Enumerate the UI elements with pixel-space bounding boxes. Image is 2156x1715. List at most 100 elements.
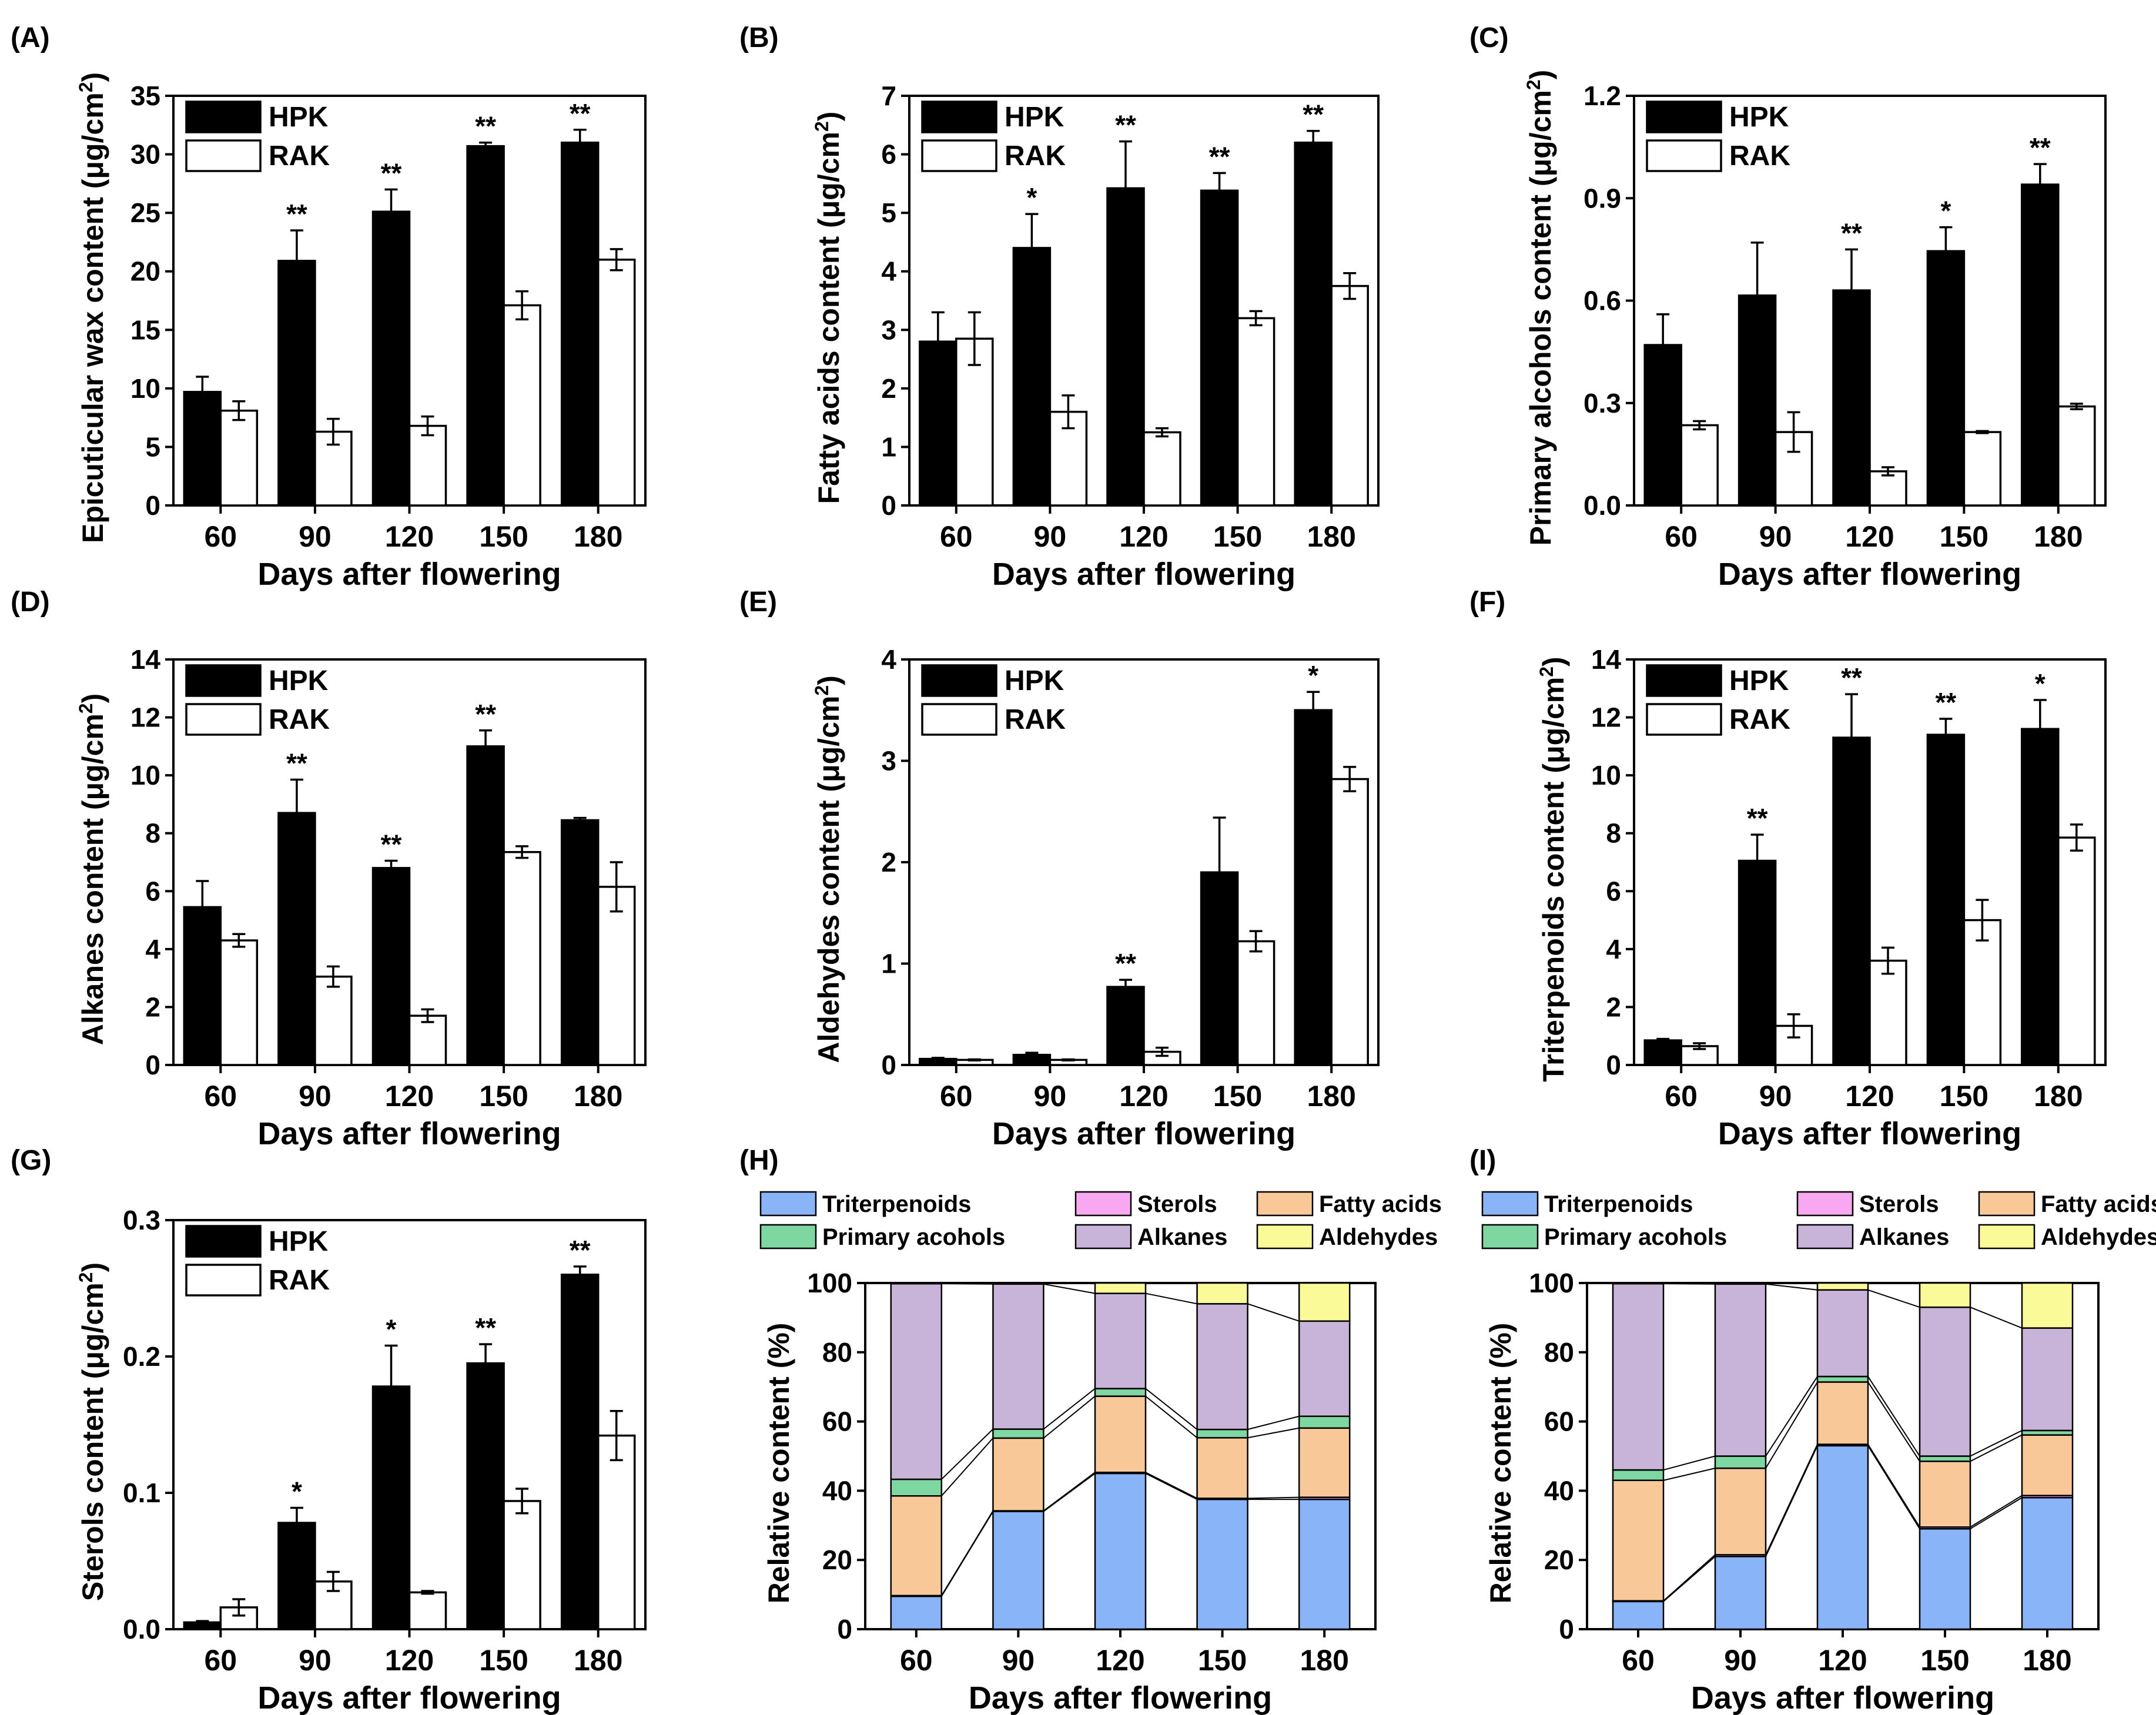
- hpk-bar: [560, 141, 600, 507]
- connector-line: [1970, 1434, 2023, 1462]
- y-tick-label: 4: [881, 256, 896, 287]
- hpk-bar: [371, 867, 411, 1066]
- legend-swatch-fatty-acids: [1256, 1191, 1314, 1217]
- x-tick-label: 60: [1665, 1080, 1698, 1113]
- stack-segment-fatty-acids: [890, 1495, 943, 1597]
- stack-segment-alkanes: [1094, 1292, 1147, 1389]
- rak-bar: [597, 1434, 636, 1630]
- significance-mark: *: [1026, 182, 1037, 213]
- legend-label: HPK: [1005, 665, 1064, 696]
- legend-swatch-rak: [1646, 139, 1722, 172]
- y-tick-label: 0: [837, 1614, 852, 1644]
- rak-bar: [597, 886, 636, 1066]
- hpk-bar: [2021, 728, 2060, 1066]
- hpk-bar: [1200, 871, 1239, 1066]
- stack-segment-triterpenoids: [2021, 1496, 2074, 1630]
- legend-label: Primary acohols: [1544, 1224, 1727, 1250]
- panel-label: (B): [739, 22, 779, 53]
- stack-segment-aldehydes: [2021, 1282, 2074, 1329]
- hpk-bar: [371, 210, 411, 507]
- significance-mark: *: [1308, 660, 1318, 691]
- legend-swatch-fatty-acids: [1978, 1191, 2036, 1217]
- y-tick-label: 0: [145, 1050, 160, 1080]
- legend-swatch-triterpenoids: [759, 1191, 817, 1217]
- x-axis-label: Days after flowering: [1718, 557, 2021, 592]
- stack-segment-aldehydes: [1714, 1282, 1767, 1285]
- rak-bar: [2057, 836, 2096, 1066]
- x-tick-label: 90: [1002, 1644, 1035, 1677]
- legend-swatch-rak: [185, 703, 262, 736]
- stack-segment-alkanes: [1919, 1306, 1971, 1457]
- connector-line: [941, 1428, 994, 1480]
- x-tick-label: 180: [574, 520, 622, 553]
- legend-label: RAK: [1729, 704, 1790, 735]
- stack-segment-triterpenoids: [1612, 1600, 1665, 1630]
- y-tick-label: 6: [1606, 876, 1621, 906]
- y-tick-label: 0.1: [123, 1478, 160, 1508]
- x-tick-label: 150: [1213, 1080, 1262, 1113]
- y-axis-label: Triterpenoids content (μg/cm2): [1536, 656, 1570, 1081]
- connector-line: [1247, 1427, 1300, 1439]
- y-tick-label: 1.2: [1583, 81, 1621, 111]
- rak-bar: [503, 304, 541, 507]
- stack-segment-alkanes: [890, 1282, 943, 1480]
- connector-line: [1867, 1443, 1920, 1528]
- connector-line: [1145, 1472, 1198, 1499]
- legend-swatch-hpk: [1646, 664, 1722, 697]
- hpk-bar: [183, 1621, 222, 1630]
- y-tick-label: 5: [881, 197, 896, 228]
- connector-line: [1043, 1395, 1096, 1439]
- y-tick-label: 80: [1544, 1337, 1574, 1368]
- connector-line: [1765, 1445, 1818, 1557]
- rak-bar: [1963, 919, 2002, 1066]
- panel-e: (E) 0 1 2 3 4 60 90 120 150 180 Days after flowerin…: [739, 587, 1380, 1151]
- significance-mark: **: [286, 199, 307, 229]
- hpk-bar: [1737, 294, 1777, 507]
- hpk-bar: [277, 812, 316, 1066]
- hpk-bar: [1643, 344, 1682, 507]
- connector-line: [941, 1438, 994, 1496]
- connector-line: [1247, 1303, 1300, 1322]
- panel-label: (E): [739, 587, 777, 618]
- significance-mark: **: [1209, 141, 1230, 172]
- hpk-bar: [1294, 709, 1333, 1066]
- y-tick-label: 2: [881, 373, 896, 404]
- hpk-bar: [277, 1522, 316, 1630]
- stack-segment-fatty-acids: [2021, 1434, 2074, 1496]
- hpk-bar: [466, 145, 505, 507]
- legend-swatch-hpk: [185, 664, 262, 697]
- y-tick-label: 6: [881, 139, 896, 170]
- connector-line: [1765, 1283, 1818, 1291]
- connector-line: [1867, 1289, 1920, 1308]
- significance-mark: **: [1935, 687, 1956, 718]
- connector-line: [1970, 1495, 2023, 1528]
- x-tick-label: 150: [479, 1644, 528, 1677]
- y-axis-label: Aldehydes content (μg/cm2): [811, 675, 845, 1063]
- rak-bar: [408, 1014, 447, 1066]
- y-tick-label: 0.0: [1583, 490, 1621, 521]
- legend-swatch-alkanes: [1074, 1224, 1132, 1250]
- stack-segment-primary-acohols: [1816, 1375, 1869, 1383]
- legend-label: RAK: [269, 1265, 330, 1296]
- hpk-bar: [919, 1057, 958, 1066]
- rak-bar: [408, 1591, 447, 1630]
- x-tick-label: 90: [1759, 1080, 1792, 1113]
- legend-swatch-hpk: [921, 101, 997, 133]
- panel-g: (G) 0.0 0.1 0.2 0.3 60 90 120 150 180 Days after f…: [11, 1145, 647, 1715]
- legend-label: RAK: [1005, 704, 1066, 735]
- legend-label: Sterols: [1137, 1191, 1217, 1217]
- connector-line: [1043, 1388, 1096, 1430]
- x-tick-label: 60: [204, 1080, 237, 1113]
- x-tick-label: 90: [1724, 1644, 1757, 1677]
- connector-line: [940, 1510, 994, 1596]
- stack-segment-triterpenoids: [1196, 1498, 1248, 1630]
- x-tick-label: 120: [1845, 520, 1894, 553]
- stack-segment-primary-acohols: [1094, 1388, 1147, 1397]
- stack-segment-primary-acohols: [1298, 1415, 1351, 1429]
- hpk-bar: [183, 906, 222, 1066]
- rak-bar: [597, 259, 636, 507]
- legend-label: Primary acohols: [822, 1224, 1005, 1250]
- stack-segment-alkanes: [1298, 1320, 1351, 1418]
- y-tick-label: 0.3: [123, 1205, 160, 1235]
- legend-label: Triterpenoids: [822, 1191, 971, 1217]
